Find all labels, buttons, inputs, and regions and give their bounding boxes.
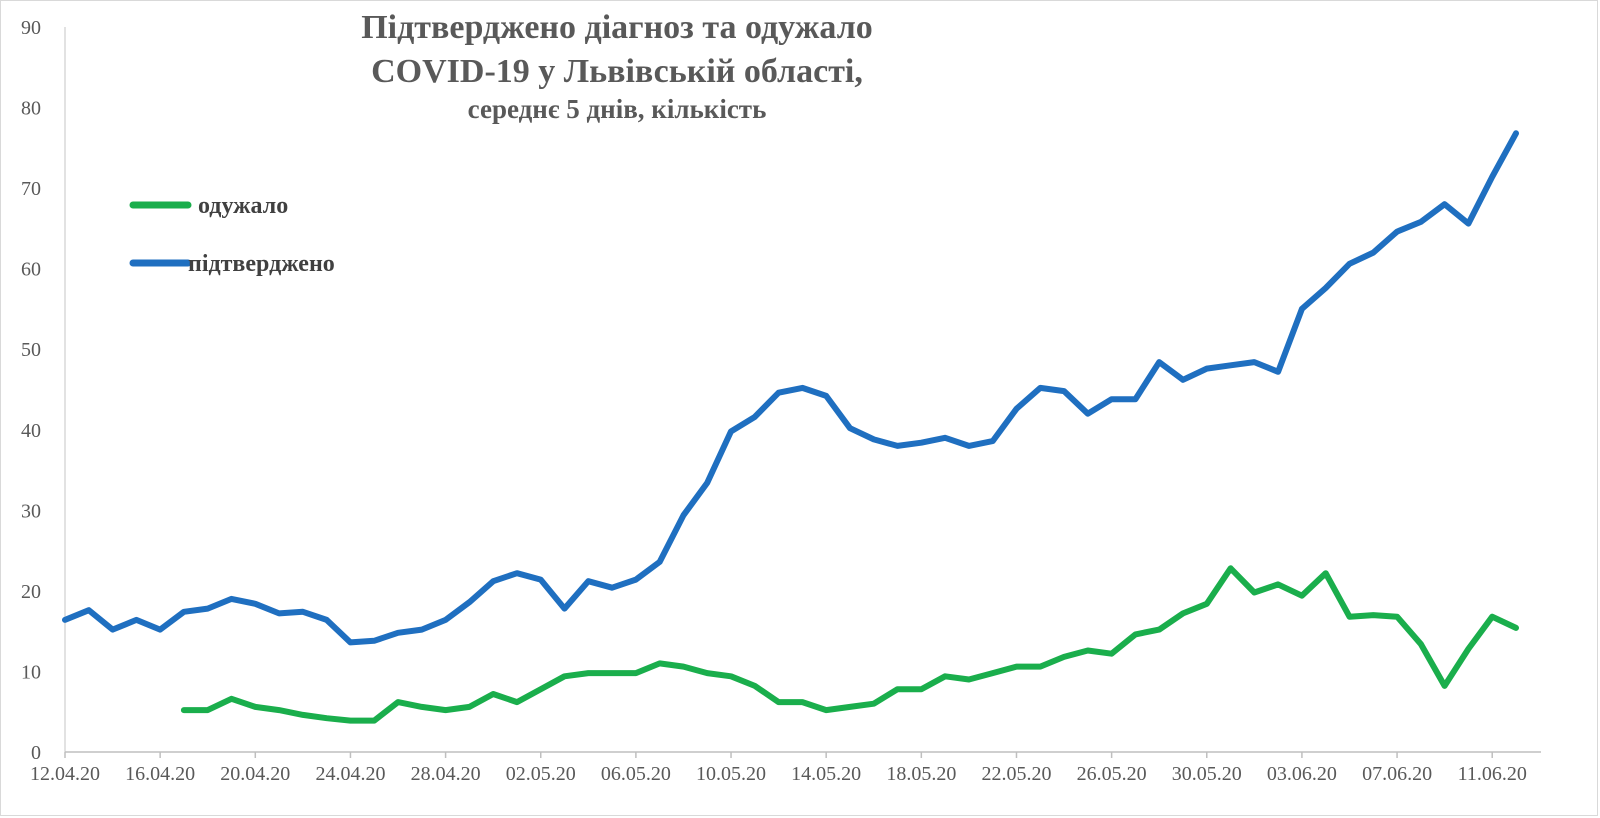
x-tick-label: 20.04.20 — [220, 763, 290, 785]
y-tick-label: 80 — [21, 98, 41, 120]
y-tick-label: 40 — [21, 420, 41, 442]
legend-item-recovered: одужало — [129, 193, 288, 219]
x-tick-label: 06.05.20 — [601, 763, 671, 785]
x-tick-label: 02.05.20 — [506, 763, 576, 785]
legend-label-confirmed: підтверджено — [188, 251, 335, 277]
x-tick-label: 03.06.20 — [1267, 763, 1337, 785]
legend: одужало підтверджено — [129, 193, 335, 277]
y-tick-labels: 0 10 20 30 40 50 60 70 80 90 — [21, 17, 41, 764]
x-tick-label: 12.04.20 — [30, 763, 100, 785]
x-tick-label: 16.04.20 — [125, 763, 195, 785]
x-tick-label: 30.05.20 — [1172, 763, 1242, 785]
x-tick-label: 14.05.20 — [791, 763, 861, 785]
y-tick-label: 20 — [21, 581, 41, 603]
legend-label-recovered: одужало — [198, 193, 288, 219]
series-lines — [62, 130, 1519, 724]
x-tick-label: 22.05.20 — [981, 763, 1051, 785]
x-tick-label: 28.04.20 — [411, 763, 481, 785]
x-tick-labels: 12.04.20 16.04.20 20.04.20 24.04.20 28.04.20… — [30, 752, 1527, 785]
x-tick-label: 26.05.20 — [1077, 763, 1147, 785]
x-tick-label: 11.06.20 — [1458, 763, 1527, 785]
y-tick-label: 10 — [21, 661, 41, 683]
series-line-recovered — [180, 565, 1519, 724]
y-tick-label: 90 — [21, 17, 41, 39]
chart-title-line-1: Підтверджено діагноз та одужало — [361, 9, 873, 46]
chart-title: Підтверджено діагноз та одужало COVID-19… — [361, 9, 873, 124]
series-line-confirmed — [62, 130, 1519, 646]
legend-item-confirmed: підтверджено — [129, 251, 335, 277]
x-tick-label: 07.06.20 — [1362, 763, 1432, 785]
axes — [64, 27, 1541, 753]
x-tick-label: 18.05.20 — [886, 763, 956, 785]
y-tick-label: 30 — [21, 500, 41, 522]
y-tick-label: 70 — [21, 178, 41, 200]
x-tick-label: 10.05.20 — [696, 763, 766, 785]
chart-title-line-2: COVID-19 у Львівській області, — [371, 53, 863, 90]
y-tick-label: 50 — [21, 339, 41, 361]
y-tick-label: 60 — [21, 259, 41, 281]
chart-title-line-3: середнє 5 днів, кількість — [468, 94, 767, 124]
x-tick-label: 24.04.20 — [315, 763, 385, 785]
y-tick-label: 0 — [31, 742, 41, 764]
